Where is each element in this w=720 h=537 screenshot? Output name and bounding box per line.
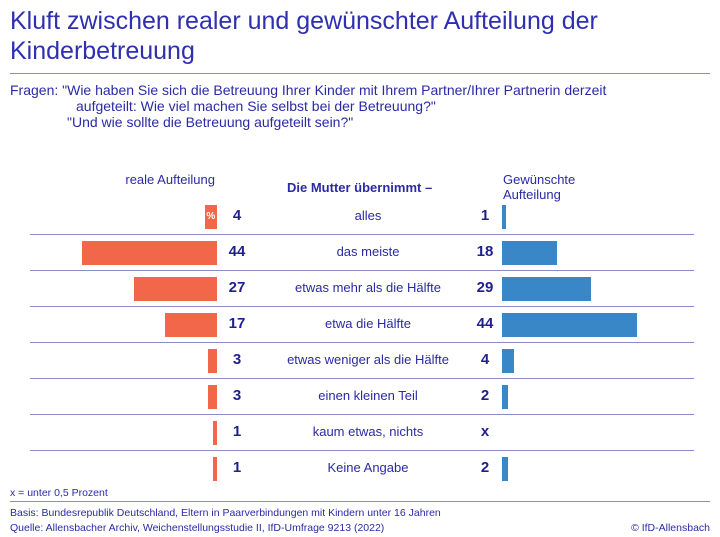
bar-desired [502, 241, 558, 265]
value-real: 3 [232, 387, 242, 404]
source-note: Quelle: Allensbacher Archiv, Weichenstel… [10, 522, 385, 534]
bar-desired [502, 277, 591, 301]
row-divider [30, 450, 694, 451]
bar-real [204, 205, 217, 229]
value-desired: 2 [480, 459, 490, 476]
row-divider [30, 270, 694, 271]
title-divider [10, 73, 710, 74]
row-divider [30, 378, 694, 379]
header-category: Die Mutter übernimmt – [287, 180, 433, 195]
bar-desired [502, 457, 509, 481]
value-desired: 1 [480, 207, 490, 224]
bar-real [82, 241, 217, 265]
value-desired: x [480, 423, 490, 440]
value-desired: 4 [480, 351, 490, 368]
bar-desired [502, 205, 506, 229]
category-label: kaum etwas, nichts [312, 424, 424, 439]
category-label: einen kleinen Teil [318, 388, 418, 403]
value-real: 4 [232, 207, 242, 224]
value-real: 1 [232, 423, 242, 440]
category-label: alles [354, 208, 382, 223]
bar-real [213, 421, 217, 445]
bar-real [207, 349, 217, 373]
row-divider [30, 414, 694, 415]
value-real: 44 [228, 243, 246, 260]
category-label: das meiste [336, 244, 400, 259]
row-divider [30, 234, 694, 235]
value-desired: 18 [476, 243, 494, 260]
header-desired: Gewünschte Aufteilung [503, 172, 576, 202]
bar-desired [502, 349, 515, 373]
value-desired: 29 [476, 279, 494, 296]
percent-sign: % [206, 211, 216, 222]
chart-title: Kluft zwischen realer und gewünschter Au… [10, 7, 598, 65]
footer-divider [10, 501, 710, 502]
basis-note: Basis: Bundesrepublik Deutschland, Elter… [10, 507, 441, 519]
category-label: Keine Angabe [327, 460, 409, 475]
question-line-2: aufgeteilt: Wie viel machen Sie selbst b… [76, 98, 436, 114]
category-label: etwas weniger als die Hälfte [287, 352, 449, 367]
category-label: etwa die Hälfte [325, 316, 411, 331]
row-divider [30, 342, 694, 343]
category-label: etwas mehr als die Hälfte [295, 280, 441, 295]
bar-desired [502, 385, 509, 409]
value-real: 3 [232, 351, 242, 368]
question-line-1: Fragen: "Wie haben Sie sich die Betreuun… [10, 82, 607, 98]
row-divider [30, 306, 694, 307]
value-desired: 2 [480, 387, 490, 404]
bar-real [164, 313, 217, 337]
copyright: © IfD-Allensbach [631, 522, 710, 534]
bar-real [134, 277, 217, 301]
bar-desired [502, 313, 637, 337]
value-real: 1 [232, 459, 242, 476]
value-real: 17 [228, 315, 246, 332]
value-desired: 44 [476, 315, 494, 332]
question-line-3: "Und wie sollte die Betreuung aufgeteilt… [67, 114, 354, 130]
value-real: 27 [228, 279, 246, 296]
bar-real [207, 385, 217, 409]
header-real: reale Aufteilung [125, 172, 215, 187]
footnote: x = unter 0,5 Prozent [10, 487, 108, 499]
bar-real [213, 457, 217, 481]
